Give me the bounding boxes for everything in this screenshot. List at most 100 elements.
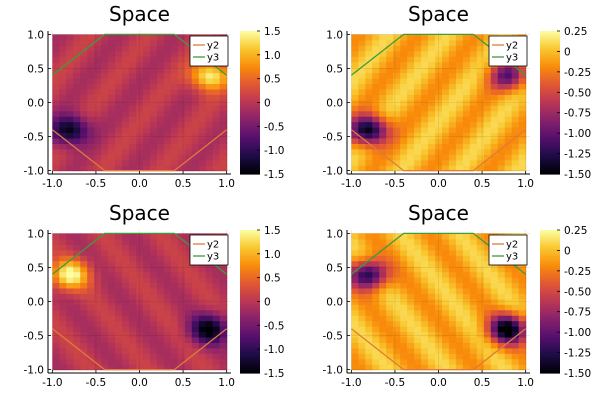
colorbar-segment — [540, 241, 560, 245]
heatmap-cell — [66, 282, 74, 289]
heatmap-cell — [212, 282, 221, 289]
heatmap-cell — [80, 61, 88, 68]
heatmap-cell — [52, 336, 60, 343]
heatmap-cell — [52, 326, 60, 333]
heatmap-cell — [73, 238, 81, 245]
heatmap-cell — [476, 342, 485, 349]
heatmap-cell — [122, 77, 130, 85]
colorbar-segment — [540, 246, 560, 250]
colorbar-segment — [240, 50, 260, 54]
heatmap-cell — [504, 72, 513, 79]
heatmap-cell — [441, 358, 450, 365]
heatmap-cell — [448, 326, 457, 333]
heatmap-cell — [414, 244, 422, 251]
heatmap-cell — [462, 116, 471, 123]
heatmap-cell — [386, 159, 394, 166]
heatmap-cell — [108, 271, 116, 278]
heatmap-cell — [407, 61, 415, 68]
heatmap-cell — [87, 244, 95, 251]
heatmap-cell — [177, 39, 186, 46]
heatmap-cell — [365, 238, 373, 245]
heatmap-cell — [476, 159, 485, 166]
heatmap-cell — [212, 159, 221, 166]
heatmap-cell — [400, 342, 408, 349]
heatmap-cell — [365, 233, 373, 240]
heatmap-cell — [177, 364, 186, 371]
heatmap-cell — [87, 309, 95, 316]
heatmap-cell — [351, 61, 359, 68]
heatmap-cell — [455, 276, 464, 284]
heatmap-cell — [212, 88, 221, 95]
heatmap-cell — [372, 34, 380, 41]
heatmap-cell — [219, 315, 228, 322]
heatmap-cell — [358, 67, 366, 74]
heatmap-cell — [441, 293, 450, 300]
heatmap-cell — [435, 276, 443, 284]
heatmap-cell — [483, 39, 492, 46]
heatmap-cell — [66, 77, 74, 85]
heatmap-cell — [163, 45, 172, 52]
heatmap-cell — [365, 99, 373, 106]
heatmap-cell — [156, 298, 165, 305]
heatmap-cell — [122, 88, 130, 95]
heatmap-cell — [483, 116, 492, 123]
heatmap-cell — [490, 358, 499, 365]
heatmap-cell — [101, 148, 109, 155]
heatmap-cell — [372, 94, 380, 101]
heatmap-cell — [170, 77, 179, 85]
heatmap-cell — [129, 45, 137, 52]
heatmap-cell — [386, 105, 394, 112]
heatmap-cell — [421, 298, 429, 305]
heatmap-cell — [428, 67, 436, 74]
colorbar-segment — [240, 315, 260, 319]
heatmap-cell — [428, 127, 436, 134]
colorbar-tick-label: 0 — [264, 297, 271, 309]
heatmap-cell — [59, 45, 67, 52]
heatmap-cell — [421, 293, 429, 300]
heatmap-cell — [136, 127, 144, 134]
heatmap-cell — [379, 315, 387, 322]
heatmap-cell — [400, 61, 408, 68]
heatmap-cell — [136, 233, 144, 240]
heatmap-cell — [122, 249, 130, 256]
heatmap-cell — [400, 358, 408, 365]
colorbar-tick-label: -1.0 — [264, 344, 285, 356]
heatmap-cell — [421, 342, 429, 349]
heatmap-cell — [115, 67, 123, 74]
heatmap-cell — [66, 342, 74, 349]
heatmap-cell — [441, 282, 450, 289]
heatmap-cell — [351, 298, 359, 305]
heatmap-cell — [156, 154, 165, 161]
heatmap-cell — [379, 298, 387, 305]
heatmap-cell — [511, 326, 520, 333]
heatmap-cell — [386, 165, 394, 172]
heatmap-cell — [177, 165, 186, 172]
heatmap-cell — [122, 121, 130, 128]
heatmap-cell — [122, 326, 130, 333]
heatmap-cell — [129, 298, 137, 305]
heatmap-cell — [156, 342, 165, 349]
heatmap-cell — [108, 165, 116, 172]
heatmap-cell — [400, 121, 408, 128]
heatmap-cell — [372, 39, 380, 46]
heatmap-cell — [129, 127, 137, 134]
heatmap-cell — [435, 309, 443, 316]
heatmap-cell — [73, 309, 81, 316]
colorbar-tick-label: -1.5 — [264, 368, 285, 380]
heatmap-cell — [108, 353, 116, 360]
heatmap-cell — [80, 304, 88, 311]
heatmap-cell — [441, 276, 450, 284]
colorbar-segment — [540, 123, 560, 127]
heatmap-cell — [365, 271, 373, 278]
heatmap-cell — [80, 88, 88, 95]
heatmap-cell — [129, 271, 137, 278]
heatmap-cell — [115, 298, 123, 305]
heatmap-cell — [205, 271, 214, 278]
heatmap-cell — [351, 159, 359, 166]
heatmap-cell — [511, 99, 520, 106]
heatmap-cell — [372, 260, 380, 267]
heatmap-cell — [66, 271, 74, 278]
heatmap-cell — [504, 298, 513, 305]
heatmap-cell — [407, 238, 415, 245]
heatmap-cell — [66, 287, 74, 294]
